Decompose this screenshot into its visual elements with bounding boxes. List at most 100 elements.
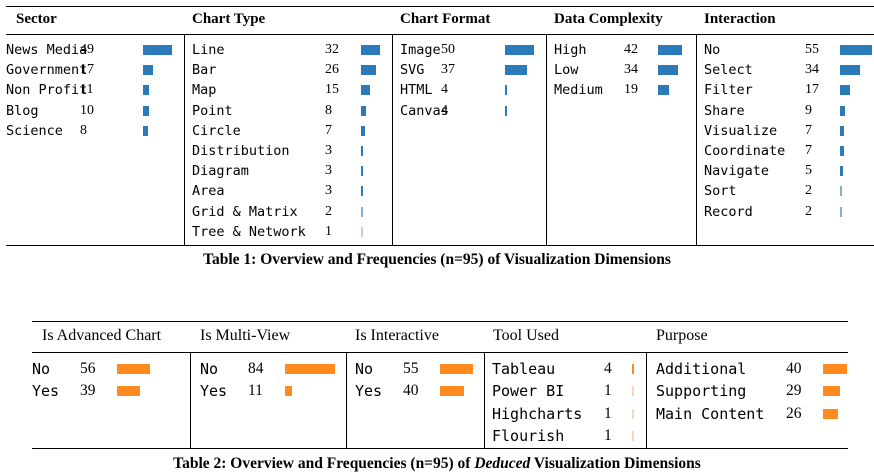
row-label: Medium: [554, 82, 603, 99]
row-count: 40: [403, 382, 419, 400]
row-label: Sort: [704, 183, 737, 200]
table-row: Map 15: [192, 80, 397, 100]
frequency-bar: [361, 206, 363, 217]
row-label: Coordinate: [704, 143, 786, 159]
frequency-bar: [361, 146, 363, 156]
row-label: Distribution: [192, 143, 290, 159]
table-row: Area 3: [192, 181, 397, 201]
row-label: No: [704, 42, 721, 58]
table-1-divider: [392, 34, 393, 245]
table-1-divider: [546, 34, 547, 245]
row-count: 4: [441, 102, 448, 118]
table-2-divider: [190, 352, 191, 448]
frequency-bar: [117, 364, 151, 374]
row-count: 9: [805, 102, 812, 118]
table-row: Tree & Network 1: [192, 222, 397, 242]
row-count: 34: [805, 62, 819, 78]
table-row: Science 8: [6, 121, 179, 141]
row-count: 11: [80, 82, 94, 98]
row-label: Diagram: [192, 163, 249, 180]
frequency-bar: [840, 105, 846, 116]
table-2-header-rule: [32, 352, 848, 353]
frequency-bar: [840, 206, 842, 217]
frequency-bar: [505, 105, 508, 116]
row-count: 8: [325, 102, 332, 118]
row-label: Circle: [192, 122, 241, 139]
table-2-divider: [346, 352, 347, 448]
table-row: Distribution 3: [192, 141, 397, 161]
row-label: Additional: [656, 360, 747, 378]
frequency-bar: [143, 125, 148, 136]
table-row: Select 34: [704, 60, 874, 80]
row-label: Flourish: [492, 426, 565, 445]
table-row: Yes 39: [32, 380, 171, 402]
frequency-bar: [658, 85, 670, 96]
frequency-bar: [632, 364, 635, 374]
row-label: Yes: [32, 382, 60, 401]
row-label: Tableau: [492, 360, 556, 378]
row-count: 3: [325, 163, 332, 179]
frequency-bar: [440, 386, 464, 397]
row-count: 2: [325, 203, 332, 219]
table-row: No 55: [704, 40, 874, 60]
frequency-bar: [505, 85, 508, 96]
row-count: 26: [786, 404, 802, 422]
row-count: 3: [325, 183, 332, 199]
row-count: 7: [805, 122, 812, 138]
row-count: 50: [441, 42, 455, 57]
table-1-top-rule: [6, 6, 874, 7]
row-count: 7: [805, 143, 812, 158]
table-row: No 56: [32, 358, 171, 380]
table-row: Additional 40: [656, 358, 874, 380]
row-label: Supporting: [656, 382, 747, 401]
table-row: HTML 4: [400, 80, 541, 100]
table-row: Government 17: [6, 60, 179, 80]
row-label: Yes: [355, 382, 383, 401]
table-2-divider: [484, 352, 485, 448]
frequency-bar: [361, 186, 363, 197]
table-row: Filter 17: [704, 80, 874, 100]
row-label: Science: [6, 122, 63, 139]
frequency-bar: [440, 364, 473, 374]
table-1-divider: [184, 34, 185, 245]
table-row: High 42: [554, 40, 694, 60]
frequency-bar: [285, 386, 292, 397]
frequency-bar: [823, 386, 841, 397]
row-label: Low: [554, 62, 579, 79]
row-label: No: [200, 360, 219, 378]
frequency-bar: [361, 85, 370, 96]
frequency-bar: [840, 45, 872, 55]
column-header: Is Multi-View: [200, 327, 291, 344]
caption-emphasis: Deduced: [474, 455, 531, 472]
row-label: Power BI: [492, 382, 565, 401]
table-1-header-rule: [6, 34, 874, 35]
row-label: Map: [192, 82, 217, 99]
row-label: Area: [192, 183, 225, 200]
table-row: Tableau 4: [492, 358, 686, 380]
table-row: Image 50: [400, 40, 541, 60]
frequency-bar: [143, 85, 150, 96]
row-count: 2: [805, 203, 812, 219]
table-2-bottom-rule: [32, 448, 848, 449]
frequency-bar: [285, 364, 335, 374]
table-row: Power BI 1: [492, 380, 686, 402]
table-row: No 84: [200, 358, 339, 380]
row-count: 40: [786, 360, 802, 377]
column-header: Purpose: [656, 327, 708, 344]
table-1-divider: [696, 34, 697, 245]
frequency-bar: [840, 166, 843, 177]
row-label: Canvas: [400, 102, 449, 119]
table-2-divider: [646, 352, 647, 448]
row-count: 11: [248, 382, 263, 400]
row-count: 55: [805, 42, 819, 57]
row-label: Select: [704, 62, 753, 79]
column-header: Chart Type: [192, 11, 266, 27]
table-row: Blog 10: [6, 101, 179, 121]
table-row: Share 9: [704, 101, 874, 121]
row-label: Point: [192, 102, 233, 119]
row-label: Blog: [6, 102, 39, 119]
row-label: High: [554, 42, 587, 58]
column-header: Is Advanced Chart: [42, 327, 162, 344]
row-label: Grid & Matrix: [192, 203, 298, 220]
row-count: 34: [624, 62, 638, 78]
